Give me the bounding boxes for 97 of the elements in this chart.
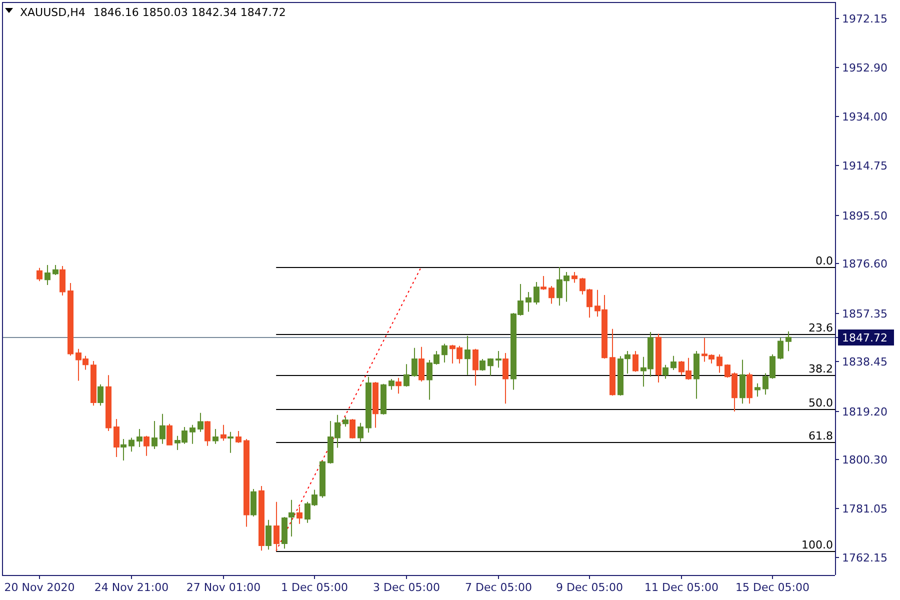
candlestick <box>244 438 250 528</box>
candlestick <box>90 360 96 406</box>
y-tick-label: 1952.90 <box>842 61 888 74</box>
y-tick-label: 1972.15 <box>842 12 888 26</box>
candlestick <box>212 428 218 444</box>
candlestick <box>540 276 546 290</box>
candlestick <box>160 413 166 444</box>
candlestick <box>610 328 616 396</box>
candlestick <box>388 378 394 390</box>
candlestick <box>502 352 508 404</box>
x-tick-label: 1 Dec 05:00 <box>281 581 348 594</box>
candlestick <box>656 333 662 384</box>
candlestick <box>136 428 142 448</box>
ref-line-label: 0.0 <box>816 254 833 268</box>
candlestick <box>36 267 42 282</box>
candlestick <box>572 271 578 284</box>
candlestick <box>198 412 204 432</box>
candlestick <box>98 384 104 406</box>
candlestick <box>548 286 554 304</box>
candlestick <box>396 377 402 394</box>
candlestick <box>412 347 418 378</box>
candlestick <box>694 350 700 400</box>
y-tick-label: 1819.20 <box>842 405 888 418</box>
candlestick <box>258 485 264 552</box>
candlestick <box>786 330 792 352</box>
ref-line-label: 50.0 <box>808 396 833 410</box>
y-tick-label: 1762.15 <box>842 551 888 564</box>
candlestick <box>288 499 294 538</box>
ref-line-label: 23.6 <box>808 322 833 334</box>
x-tick-label: 7 Dec 05:00 <box>465 581 532 594</box>
candlestick <box>662 364 668 380</box>
candlestick <box>204 420 210 446</box>
chart-subtitle: 1846.16 1850.03 1842.34 1847.72 <box>93 6 286 19</box>
ref-line-label: 38.2 <box>808 362 833 376</box>
candlestick <box>442 343 448 364</box>
candlestick <box>534 281 540 306</box>
candlestick <box>526 291 532 312</box>
candlestick <box>250 488 256 517</box>
y-tick-label: 1781.05 <box>842 502 888 516</box>
candlestick <box>778 337 784 360</box>
candlestick <box>740 359 746 404</box>
x-tick-label: 9 Dec 05:00 <box>556 581 623 594</box>
candlestick <box>152 420 158 450</box>
x-tick-label: 15 Dec 05:00 <box>736 581 810 594</box>
candlestick <box>266 519 272 550</box>
x-tick-label: 11 Dec 05:00 <box>644 581 718 594</box>
chart-title: XAUUSD,H4 <box>20 6 86 19</box>
candlestick <box>488 358 494 376</box>
candlestick <box>496 350 502 368</box>
y-tick-label: 1876.60 <box>842 257 888 270</box>
candlestick <box>464 335 470 376</box>
candlestick <box>106 374 112 432</box>
candlestick <box>274 501 280 552</box>
candlestick <box>282 516 288 550</box>
candlestick <box>52 264 58 276</box>
candlestick <box>114 418 120 458</box>
candlestick <box>472 348 478 386</box>
candlestick <box>380 383 386 416</box>
candlestick <box>120 438 126 462</box>
candlestick <box>480 358 486 372</box>
candlestick <box>670 355 676 370</box>
candlestick <box>228 431 234 454</box>
candlestick <box>236 430 242 444</box>
candlestick <box>60 266 66 296</box>
candlestick <box>320 460 326 498</box>
candlestick <box>350 418 356 439</box>
x-tick-label: 20 Nov 2020 <box>4 581 75 594</box>
ref-line-label: 61.8 <box>808 430 833 442</box>
y-tick-label: 1838.45 <box>842 355 888 368</box>
y-tick-label: 1914.75 <box>842 159 888 172</box>
y-tick-label: 1800.30 <box>842 453 888 466</box>
x-tick-label: 27 Nov 01:00 <box>186 581 261 594</box>
candlestick <box>128 437 134 452</box>
y-tick-label: 1847.72 <box>842 331 888 344</box>
candlestick <box>190 424 196 444</box>
candlestick <box>404 364 410 388</box>
candlestick <box>358 422 364 442</box>
candlestick <box>166 423 172 446</box>
candlestick <box>418 346 424 382</box>
candlestick <box>296 506 302 524</box>
candlestick <box>372 382 378 428</box>
candlestick <box>144 435 150 456</box>
candlestick <box>366 376 372 434</box>
candlestick <box>220 424 226 442</box>
candlestick <box>716 354 722 374</box>
x-tick-label: 24 Nov 21:00 <box>94 581 169 594</box>
candlestick <box>632 350 638 372</box>
candlestick <box>754 382 760 398</box>
candlestick <box>746 372 752 404</box>
y-tick-label: 1895.50 <box>842 209 888 222</box>
y-tick-label: 1857.35 <box>842 307 888 320</box>
candlestick <box>342 416 348 428</box>
candlestick <box>68 282 74 356</box>
y-tick-label: 1934.00 <box>842 110 888 124</box>
ref-line-label: 100.0 <box>802 538 833 552</box>
candlestick <box>44 264 50 286</box>
x-tick-label: 3 Dec 05:00 <box>373 581 440 594</box>
